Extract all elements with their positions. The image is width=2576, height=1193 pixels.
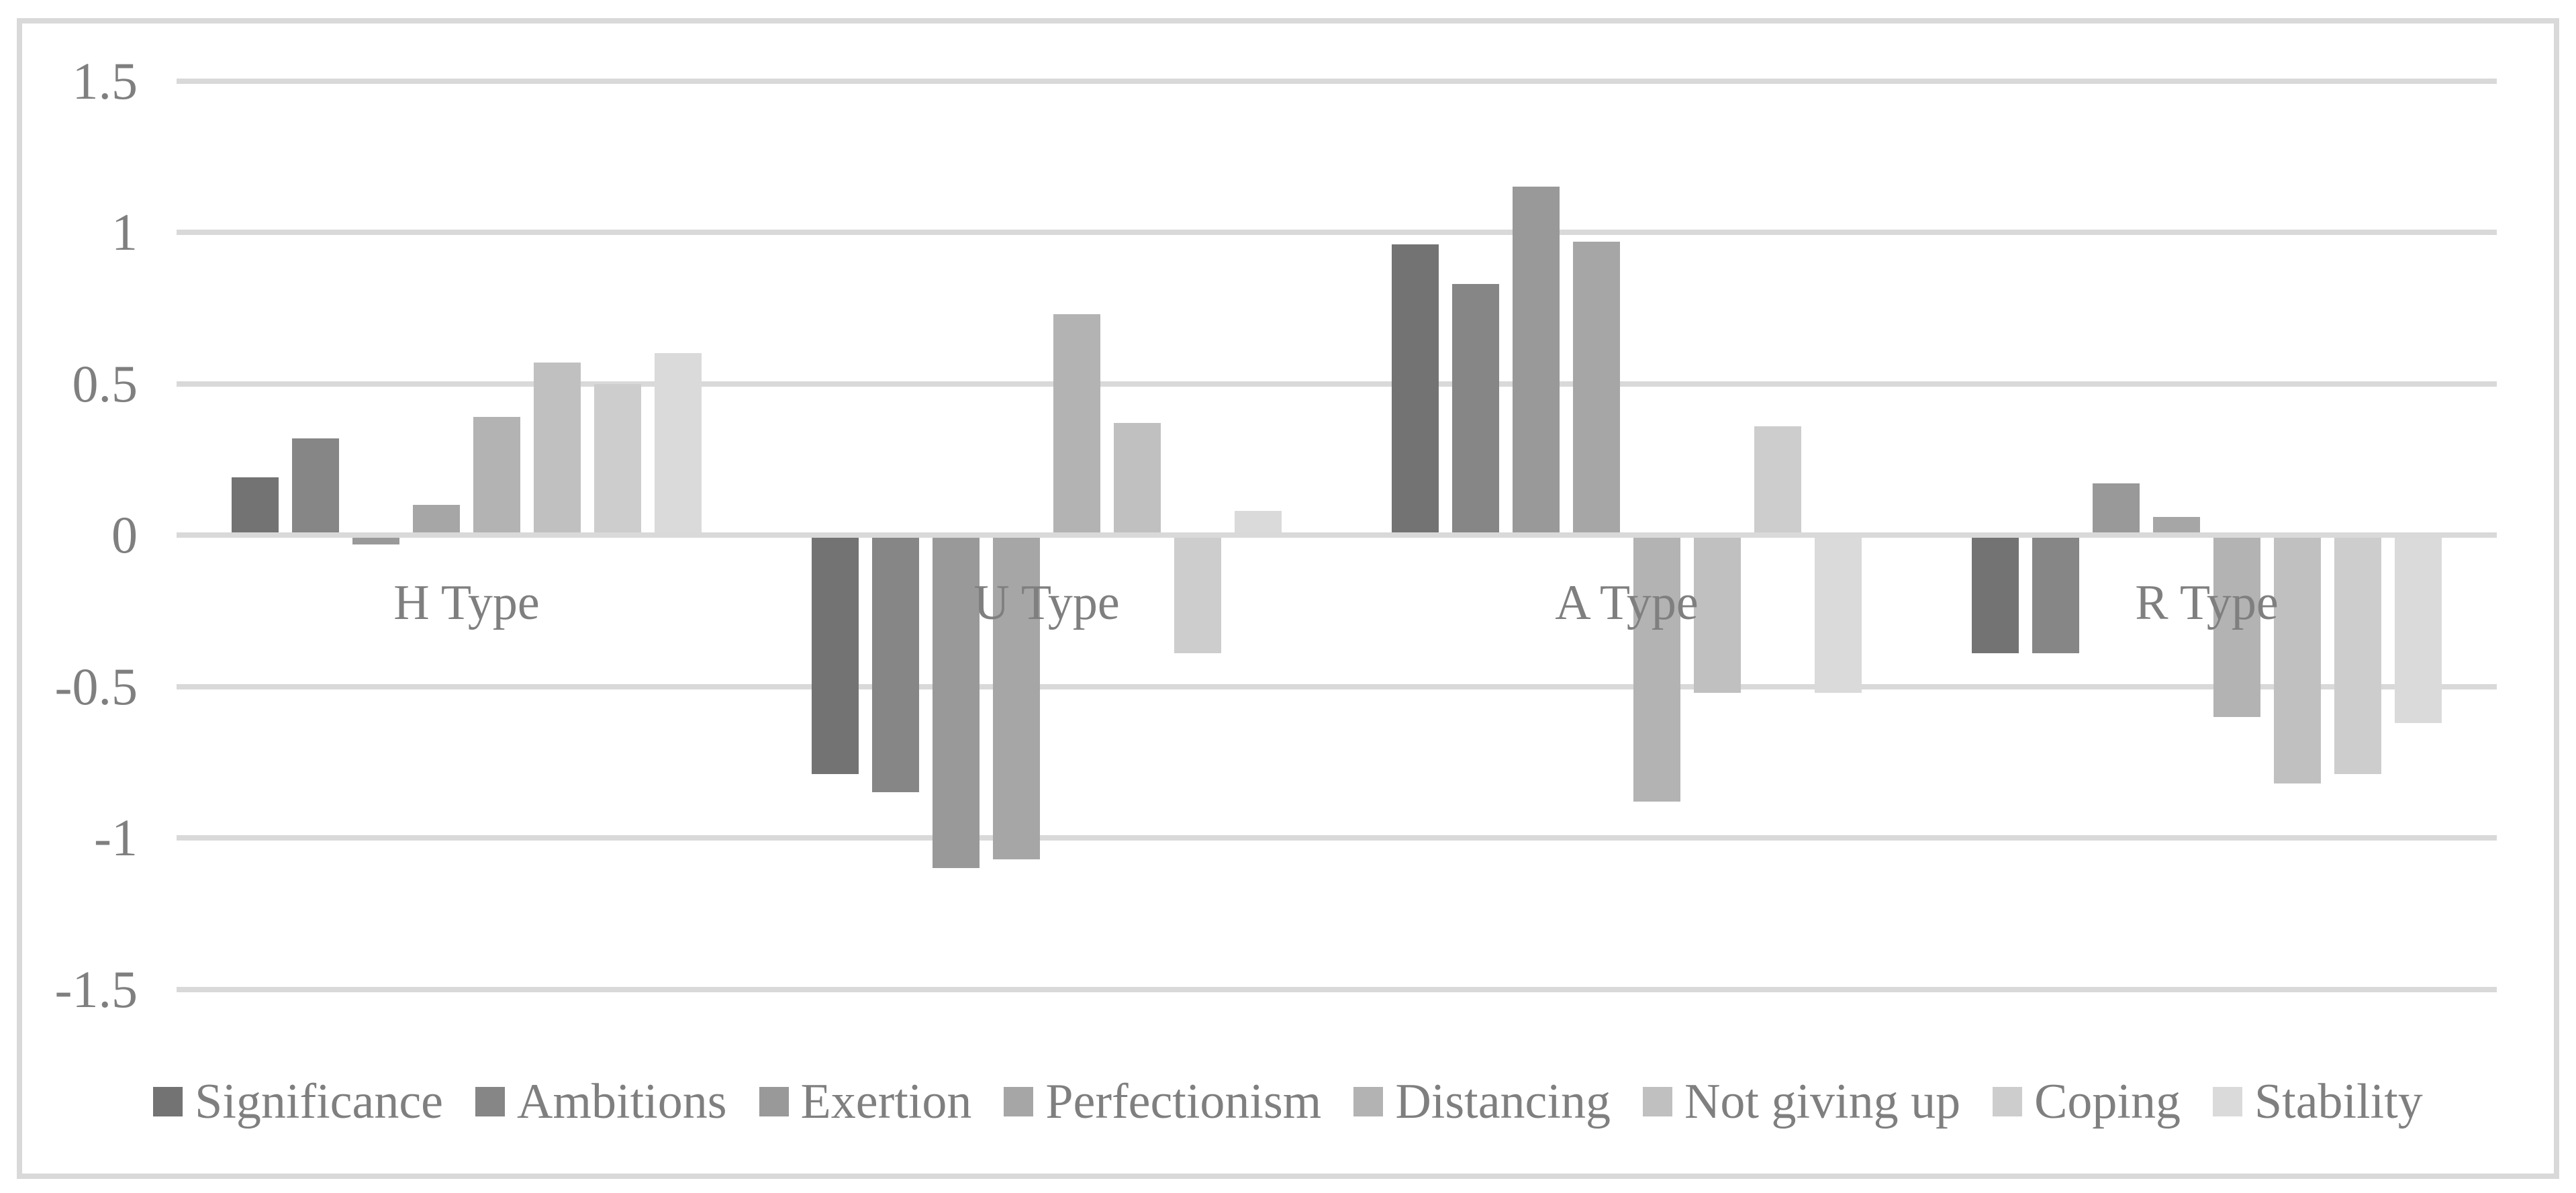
bar-u-type-perfectionism xyxy=(993,535,1040,859)
legend-item-perfectionism: Perfectionism xyxy=(1004,1071,1321,1132)
bar-a-type-ambitions xyxy=(1452,283,1499,535)
category-label-a-type: A Type xyxy=(1555,575,1699,630)
bar-u-type-not-giving-up xyxy=(1114,423,1161,535)
legend-label-distancing: Distancing xyxy=(1395,1074,1611,1129)
legend-item-coping: Coping xyxy=(1993,1071,2181,1132)
bar-r-type-significance xyxy=(1972,535,2019,653)
bar-u-type-significance xyxy=(812,535,859,775)
bar-r-type-ambitions xyxy=(2032,535,2079,653)
chart-legend: Significance Ambitions Exertion Perfectioni… xyxy=(27,1071,2549,1132)
bar-u-type-coping xyxy=(1174,535,1221,653)
bar-a-type-stability xyxy=(1815,535,1862,693)
bar-h-type-stability xyxy=(655,353,702,535)
legend-label-stability: Stability xyxy=(2254,1074,2423,1129)
bar-u-type-exertion xyxy=(933,535,980,869)
zero-axis-line xyxy=(177,532,2497,538)
legend-item-exertion: Exertion xyxy=(759,1071,972,1132)
legend-item-ambitions: Ambitions xyxy=(475,1071,727,1132)
gridline--1.5 xyxy=(177,986,2497,992)
legend-marker-not-giving-up xyxy=(1642,1087,1672,1116)
legend-item-distancing: Distancing xyxy=(1353,1071,1611,1132)
chart-border xyxy=(17,18,2559,1179)
y-tick-label: -1 xyxy=(94,808,138,867)
legend-marker-significance xyxy=(153,1087,183,1116)
category-label-r-type: R Type xyxy=(2135,575,2279,630)
bar-a-type-perfectionism xyxy=(1573,241,1620,535)
y-tick-label: 0 xyxy=(111,506,138,564)
legend-label-ambitions: Ambitions xyxy=(517,1074,727,1129)
bar-r-type-exertion xyxy=(2093,483,2140,535)
bar-h-type-significance xyxy=(232,477,279,535)
legend-marker-coping xyxy=(1993,1087,2023,1116)
gridline-1 xyxy=(177,230,2497,235)
legend-marker-distancing xyxy=(1353,1087,1384,1116)
legend-item-not-giving-up: Not giving up xyxy=(1642,1071,1961,1132)
bar-a-type-coping xyxy=(1754,426,1801,535)
legend-marker-exertion xyxy=(759,1087,789,1116)
y-tick-label: 1.5 xyxy=(72,51,138,110)
y-tick-label: -1.5 xyxy=(54,959,138,1018)
legend-marker-stability xyxy=(2213,1087,2242,1116)
legend-label-exertion: Exertion xyxy=(800,1074,972,1129)
legend-item-significance: Significance xyxy=(153,1071,443,1132)
legend-label-not-giving-up: Not giving up xyxy=(1684,1074,1961,1129)
gridline-1.5 xyxy=(177,78,2497,84)
bar-r-type-perfectionism xyxy=(2153,516,2200,535)
bar-h-type-coping xyxy=(594,383,641,535)
bar-h-type-ambitions xyxy=(292,438,339,535)
legend-label-coping: Coping xyxy=(2034,1074,2181,1129)
legend-label-significance: Significance xyxy=(195,1074,444,1129)
gridline--0.5 xyxy=(177,683,2497,689)
bar-r-type-distancing xyxy=(2213,535,2260,717)
bar-u-type-stability xyxy=(1235,510,1282,535)
gridline-0.5 xyxy=(177,381,2497,387)
legend-label-perfectionism: Perfectionism xyxy=(1045,1074,1322,1129)
bar-a-type-significance xyxy=(1392,244,1439,535)
y-tick-label: 1 xyxy=(111,203,138,261)
bar-h-type-not-giving-up xyxy=(534,362,581,535)
bar-a-type-exertion xyxy=(1513,187,1560,535)
bar-r-type-coping xyxy=(2334,535,2381,775)
y-tick-label: 0.5 xyxy=(72,354,138,413)
legend-marker-ambitions xyxy=(475,1087,506,1116)
category-label-u-type: U Type xyxy=(973,575,1120,630)
bar-r-type-not-giving-up xyxy=(2274,535,2321,783)
gridline--1 xyxy=(177,835,2497,841)
legend-item-stability: Stability xyxy=(2213,1071,2423,1132)
category-label-h-type: H Type xyxy=(393,575,540,630)
y-tick-label: -0.5 xyxy=(54,657,138,716)
bar-u-type-ambitions xyxy=(872,535,919,793)
bar-a-type-distancing xyxy=(1633,535,1680,802)
legend-marker-perfectionism xyxy=(1004,1087,1034,1116)
bar-a-type-not-giving-up xyxy=(1694,535,1741,693)
bar-r-type-stability xyxy=(2395,535,2442,723)
bar-h-type-distancing xyxy=(473,417,520,535)
bar-h-type-perfectionism xyxy=(413,504,460,535)
bar-u-type-distancing xyxy=(1053,314,1100,535)
